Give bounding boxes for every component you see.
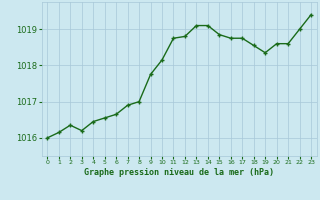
X-axis label: Graphe pression niveau de la mer (hPa): Graphe pression niveau de la mer (hPa): [84, 168, 274, 177]
